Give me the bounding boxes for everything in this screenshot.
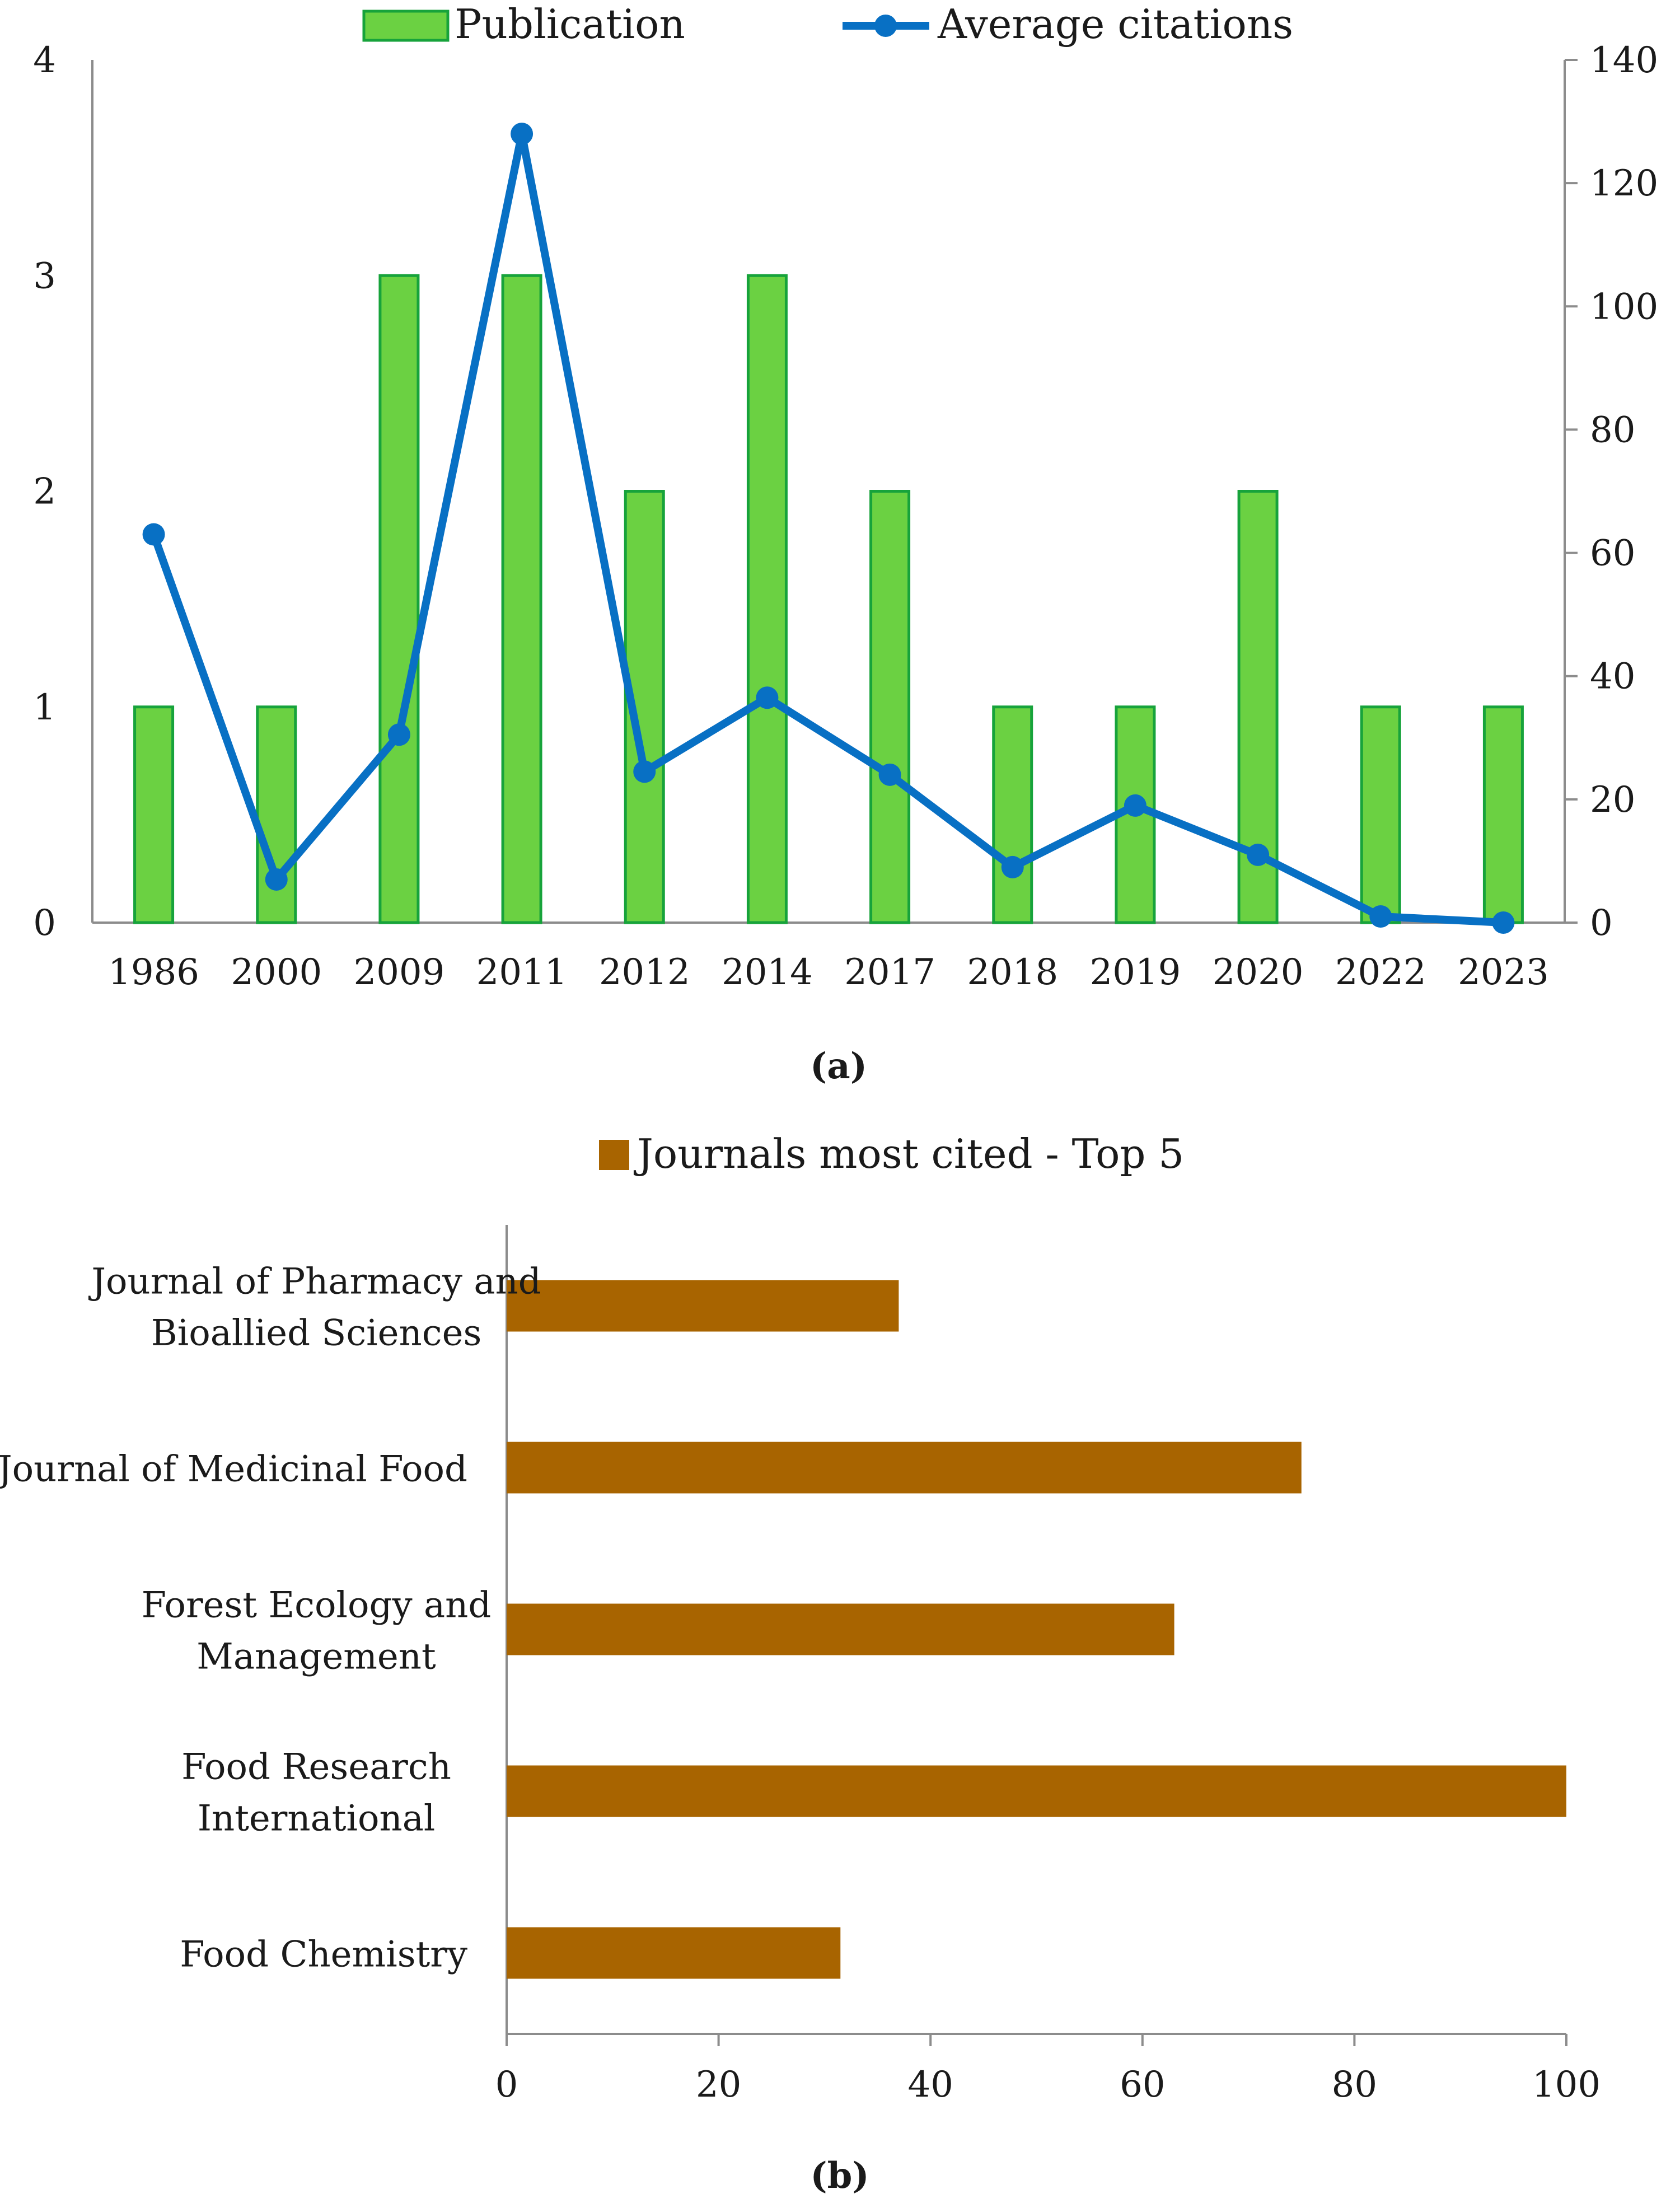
journal-bar bbox=[507, 1927, 841, 1979]
x-tick-label: 2023 bbox=[1458, 952, 1549, 993]
right-tick-label: 40 bbox=[1590, 656, 1635, 698]
legend-a: Publication Average citations bbox=[362, 1, 1293, 48]
citations-point bbox=[756, 686, 779, 709]
publication-bar bbox=[1482, 705, 1524, 924]
journal-category-label: Bioallied Sciences bbox=[151, 1313, 482, 1354]
journal-category-label: Forest Ecology and bbox=[142, 1585, 492, 1626]
right-tick-label: 60 bbox=[1590, 533, 1635, 574]
left-tick-label: 0 bbox=[33, 902, 56, 944]
journal-bar bbox=[507, 1603, 1174, 1655]
x-tick-label-b: 40 bbox=[907, 2064, 953, 2106]
right-tick-label: 100 bbox=[1590, 286, 1658, 328]
journal-bar bbox=[507, 1442, 1302, 1494]
legend-b: Journals most cited - Top 5 bbox=[599, 1130, 1184, 1177]
x-tick-label-b: 100 bbox=[1532, 2064, 1601, 2106]
x-tick-label: 2000 bbox=[231, 952, 322, 993]
citations-point bbox=[1124, 794, 1146, 817]
journal-category-label: Food Research bbox=[181, 1747, 451, 1788]
journal-category-label: Food Chemistry bbox=[180, 1934, 467, 1976]
x-tick-label-b: 60 bbox=[1120, 2064, 1165, 2106]
left-tick-label: 4 bbox=[33, 40, 56, 81]
citations-point bbox=[142, 523, 165, 546]
legend-label-citations: Average citations bbox=[937, 1, 1293, 48]
journal-category-label: Management bbox=[196, 1636, 436, 1678]
right-tick-label: 140 bbox=[1590, 40, 1658, 81]
x-axis-ticks-b: 0 20 40 60 80 100 bbox=[495, 2034, 1601, 2106]
legend-label-publication: Publication bbox=[455, 1, 685, 48]
panel-label-a: (a) bbox=[810, 1045, 867, 1087]
citations-point bbox=[1247, 843, 1270, 866]
x-tick-label: 2017 bbox=[844, 952, 935, 993]
legend-swatch-journals bbox=[599, 1140, 629, 1170]
x-tick-label: 2018 bbox=[967, 952, 1058, 993]
legend-swatch-publication bbox=[362, 10, 450, 42]
legend-label-journals: Journals most cited - Top 5 bbox=[633, 1130, 1184, 1177]
right-tick-label: 20 bbox=[1590, 779, 1635, 821]
left-tick-label: 2 bbox=[33, 471, 56, 513]
chart-journals-most-cited: Journals most cited - Top 5 Journal of P… bbox=[0, 1130, 1601, 2197]
journal-bar bbox=[507, 1765, 1566, 1817]
citations-line bbox=[149, 130, 1508, 927]
citations-point bbox=[265, 868, 288, 891]
publication-bar bbox=[1360, 705, 1401, 924]
journal-category-label: Journal of Pharmacy and bbox=[88, 1261, 541, 1303]
publication-bar bbox=[746, 274, 788, 924]
citations-point bbox=[1001, 855, 1024, 878]
x-tick-label-b: 80 bbox=[1332, 2064, 1377, 2106]
right-tick-label: 80 bbox=[1590, 409, 1635, 451]
x-tick-label: 2012 bbox=[599, 952, 690, 993]
publication-bars bbox=[133, 274, 1524, 924]
journal-category-label: Journal of Medicinal Food bbox=[0, 1449, 467, 1490]
citations-point bbox=[511, 123, 534, 146]
citations-point bbox=[1492, 911, 1515, 934]
publication-bar bbox=[378, 274, 420, 924]
citations-point bbox=[1369, 905, 1392, 928]
publication-bar bbox=[501, 274, 542, 924]
x-tick-label: 2020 bbox=[1213, 952, 1304, 993]
journal-bars bbox=[507, 1280, 1566, 1979]
x-tick-label: 2011 bbox=[476, 952, 568, 993]
chart-publications-citations: Publication Average citations 0204060801… bbox=[33, 1, 1658, 1087]
panel-label-b: (b) bbox=[810, 2155, 869, 2197]
legend-marker-citations bbox=[874, 15, 897, 37]
x-tick-label-b: 0 bbox=[495, 2064, 518, 2106]
citations-point bbox=[878, 763, 901, 786]
x-tick-label: 1986 bbox=[108, 952, 199, 993]
left-tick-label: 3 bbox=[33, 255, 56, 297]
publication-bar bbox=[869, 490, 911, 924]
x-axis-ticks-a: 1986 2000 2009 2011 2012 2014 2017 2018 2019 2020… bbox=[108, 952, 1549, 993]
right-tick-label: 0 bbox=[1590, 902, 1613, 944]
journal-category-label: International bbox=[198, 1798, 436, 1840]
x-tick-label: 2009 bbox=[353, 952, 444, 993]
left-axis-ticks: 0 1 2 3 4 bbox=[33, 40, 56, 944]
right-tick-label: 120 bbox=[1590, 163, 1658, 204]
right-axis-ticks: 0 20 40 60 80 100 120 140 bbox=[1565, 40, 1658, 944]
citations-line-series bbox=[142, 123, 1515, 934]
citations-point bbox=[633, 760, 656, 783]
x-tick-label-b: 20 bbox=[696, 2064, 741, 2106]
publication-bar bbox=[133, 705, 175, 924]
publication-bar bbox=[992, 705, 1033, 924]
x-tick-label: 2022 bbox=[1335, 952, 1426, 993]
citations-point bbox=[387, 723, 410, 746]
journal-category-labels: Journal of Pharmacy and Bioallied Science… bbox=[0, 1261, 541, 1976]
x-tick-label: 2014 bbox=[722, 952, 813, 993]
left-tick-label: 1 bbox=[33, 687, 56, 728]
journal-bar bbox=[507, 1280, 899, 1332]
x-tick-label: 2019 bbox=[1089, 952, 1181, 993]
